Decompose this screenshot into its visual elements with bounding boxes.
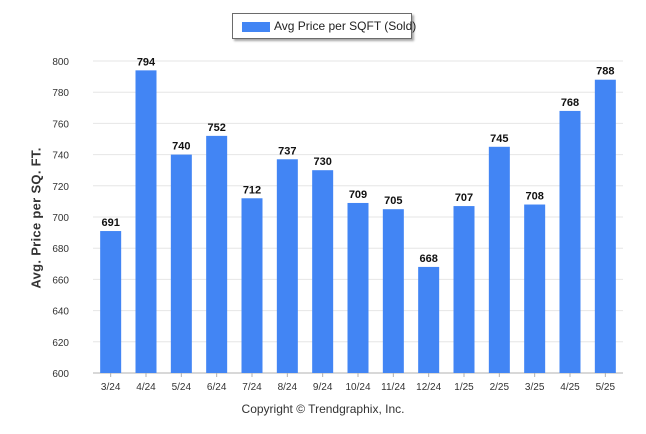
- x-tick-label: 4/25: [560, 382, 580, 393]
- bar: [594, 79, 616, 373]
- x-tick-label: 10/24: [345, 382, 370, 393]
- x-tick-label: 3/25: [525, 382, 545, 393]
- data-labels: 691 794 740 752 712 737 730 709 705 668 707 745 708 7…: [101, 56, 614, 265]
- bar: [312, 170, 334, 373]
- x-tick-label: 8/24: [278, 382, 298, 393]
- data-label: 737: [278, 145, 296, 157]
- data-label: 707: [455, 192, 473, 204]
- data-label: 752: [207, 122, 225, 134]
- x-tick-label: 11/24: [381, 382, 406, 393]
- y-axis-ticks: 600 620 640 660 680 700 720 740 760 780 800: [52, 57, 69, 380]
- bar: [241, 198, 263, 373]
- x-tick-label: 7/24: [242, 382, 262, 393]
- bar: [276, 159, 298, 373]
- data-label: 768: [561, 97, 579, 109]
- data-label: 691: [101, 217, 119, 229]
- data-label: 745: [490, 133, 508, 145]
- y-tick-label: 800: [52, 57, 69, 68]
- y-tick-label: 660: [52, 275, 69, 286]
- data-label: 705: [384, 195, 402, 207]
- x-axis-ticks: 3/24 4/24 5/24 6/24 7/24 8/24 9/24 10/24 11/24 12…: [101, 373, 616, 393]
- bar: [100, 231, 122, 373]
- y-axis-label: Avg. Price per SQ. FT.: [28, 147, 44, 289]
- y-tick-label: 640: [52, 307, 69, 318]
- y-tick-label: 600: [52, 369, 69, 380]
- bar: [524, 204, 546, 373]
- y-tick-label: 760: [52, 119, 69, 130]
- bar: [488, 146, 510, 373]
- legend-swatch: [242, 22, 270, 32]
- x-tick-label: 12/24: [416, 382, 441, 393]
- bar: [382, 209, 404, 373]
- bar: [559, 110, 581, 374]
- copyright-footer: Copyright © Trendgraphix, Inc.: [241, 402, 405, 416]
- x-tick-label: 2/25: [490, 382, 510, 393]
- x-tick-label: 6/24: [207, 382, 227, 393]
- bar: [170, 154, 192, 373]
- x-tick-label: 5/24: [172, 382, 192, 393]
- bars: [100, 70, 616, 374]
- data-label: 712: [243, 184, 261, 196]
- data-label: 788: [596, 66, 614, 78]
- data-label: 794: [137, 56, 156, 68]
- x-tick-label: 5/25: [596, 382, 616, 393]
- data-label: 740: [172, 141, 190, 153]
- y-tick-label: 740: [52, 151, 69, 162]
- bar: [453, 206, 475, 373]
- data-label: 709: [349, 189, 367, 201]
- data-label: 730: [313, 156, 331, 168]
- y-tick-label: 680: [52, 244, 69, 255]
- bar: [206, 135, 228, 373]
- y-tick-label: 620: [52, 338, 69, 349]
- x-tick-label: 1/25: [454, 382, 474, 393]
- bar: [135, 70, 157, 374]
- legend-label: Avg Price per SQFT (Sold): [274, 19, 417, 33]
- x-tick-label: 3/24: [101, 382, 121, 393]
- x-tick-label: 9/24: [313, 382, 333, 393]
- x-tick-label: 4/24: [136, 382, 156, 393]
- data-label: 708: [525, 191, 543, 203]
- bar: [418, 266, 440, 373]
- y-tick-label: 700: [52, 213, 69, 224]
- legend: Avg Price per SQFT (Sold): [232, 13, 416, 39]
- data-label: 668: [419, 253, 437, 265]
- y-tick-label: 720: [52, 182, 69, 193]
- bar: [347, 202, 369, 373]
- y-tick-label: 780: [52, 88, 69, 99]
